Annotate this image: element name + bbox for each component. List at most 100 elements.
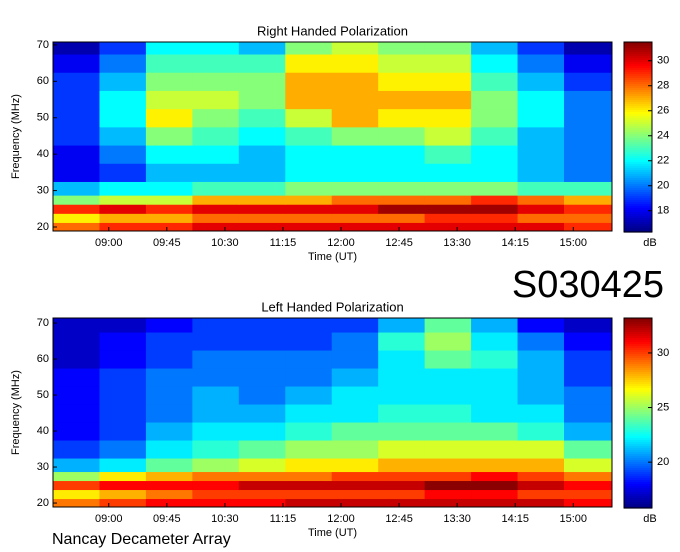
colorbar-step: [624, 446, 652, 449]
colorbar-step: [624, 424, 652, 427]
heatmap-cell: [53, 108, 100, 128]
heatmap-cell: [517, 126, 565, 146]
colorbar-step: [624, 346, 652, 349]
heatmap-cell: [238, 204, 286, 214]
heatmap-cell: [192, 498, 240, 508]
heatmap-cell: [145, 72, 193, 91]
heatmap-cell: [53, 222, 100, 232]
heatmap-cell: [145, 471, 193, 482]
y-tick-label: 70: [37, 317, 49, 329]
chart-title: Left Handed Polarization: [261, 299, 403, 314]
heatmap-cell: [517, 386, 565, 405]
colorbar-step: [624, 430, 652, 433]
colorbar-step: [624, 224, 652, 227]
heatmap-cell: [471, 332, 519, 351]
heatmap-cell: [378, 213, 426, 223]
x-tick-label: 12:00: [327, 513, 355, 525]
plot-frame: [52, 41, 613, 232]
heatmap-cell: [517, 90, 565, 110]
colorbar-step: [624, 82, 652, 85]
heatmap-cell: [145, 108, 193, 128]
colorbar-step: [624, 320, 652, 323]
x-tick-label: 11:15: [270, 237, 297, 249]
heatmap-cell: [378, 108, 426, 128]
heatmap-cell: [99, 480, 147, 491]
heatmap-cell: [471, 498, 519, 508]
heatmap-cell: [471, 489, 519, 500]
x-tick-label: 12:00: [327, 237, 355, 249]
heatmap-cell: [331, 181, 379, 196]
heatmap-cell: [53, 332, 100, 351]
heatmap-cell: [424, 222, 472, 232]
heatmap-cell: [238, 422, 286, 441]
heatmap-cell: [378, 404, 426, 423]
colorbar-step: [624, 84, 652, 87]
heatmap-cell: [331, 458, 379, 473]
colorbar-step: [624, 184, 652, 187]
heatmap-cell: [99, 458, 147, 473]
heatmap-cell: [53, 72, 100, 91]
heatmap-cell: [99, 163, 147, 182]
colorbar-step: [624, 362, 652, 365]
heatmap-cell: [53, 42, 100, 55]
heatmap-cell: [517, 204, 565, 214]
colorbar-step: [624, 358, 652, 361]
heatmap-cell: [238, 42, 286, 55]
heatmap-cell: [424, 498, 472, 508]
colorbar-step: [624, 76, 652, 79]
heatmap-cell: [471, 386, 519, 405]
heatmap-cell: [563, 90, 613, 110]
heatmap-cell: [53, 458, 100, 473]
heatmap-cell: [285, 42, 333, 55]
colorbar-step: [624, 400, 652, 403]
heatmap-cell: [331, 480, 379, 491]
y-tick-label: 60: [37, 75, 49, 87]
colorbar-step: [624, 152, 652, 155]
heatmap-cell: [192, 350, 240, 369]
chart-title: Right Handed Polarization: [257, 23, 408, 38]
y-tick-label: 30: [37, 184, 49, 196]
heatmap-cell: [517, 458, 565, 473]
heatmap-cell: [517, 163, 565, 182]
heatmap-cell: [145, 440, 193, 459]
colorbar-step: [624, 46, 652, 49]
heatmap-cell: [145, 458, 193, 473]
heatmap-cell: [53, 440, 100, 459]
heatmap-cell: [471, 108, 519, 128]
footer: Nancay Decameter Array: [52, 531, 231, 548]
colorbar-tick-label: 24: [657, 130, 669, 142]
heatmap-cell: [331, 145, 379, 164]
colorbar-step: [624, 228, 652, 231]
heatmap-cell: [331, 386, 379, 405]
heatmap-cell: [238, 163, 286, 182]
heatmap-cell: [53, 368, 100, 387]
heatmap-cell: [378, 222, 426, 232]
heatmap-cell: [238, 404, 286, 423]
colorbar-step: [624, 166, 652, 169]
colorbar-step: [624, 504, 652, 507]
heatmap-cell: [331, 332, 379, 351]
colorbar-step: [624, 56, 652, 59]
heatmap-cell: [99, 145, 147, 164]
heatmap-cell: [53, 181, 100, 196]
y-tick-label: 20: [37, 497, 49, 509]
heatmap-cell: [53, 163, 100, 182]
colorbar-step: [624, 412, 652, 415]
heatmap-cell: [285, 386, 333, 405]
colorbar-step: [624, 344, 652, 347]
heatmap-cell: [53, 489, 100, 500]
colorbar-step: [624, 140, 652, 143]
heatmap-cell: [285, 332, 333, 351]
colorbar-step: [624, 488, 652, 491]
colorbar-step: [624, 200, 652, 203]
colorbar-step: [624, 194, 652, 197]
heatmap-cell: [517, 145, 565, 164]
colorbar-step: [624, 222, 652, 225]
heatmap-cell: [53, 386, 100, 405]
heatmap-cell: [424, 368, 472, 387]
colorbar-step: [624, 100, 652, 103]
x-axis-label: Time (UT): [308, 251, 357, 263]
x-tick-label: 09:00: [95, 237, 123, 249]
heatmap-cell: [331, 108, 379, 128]
colorbar-step: [624, 350, 652, 353]
